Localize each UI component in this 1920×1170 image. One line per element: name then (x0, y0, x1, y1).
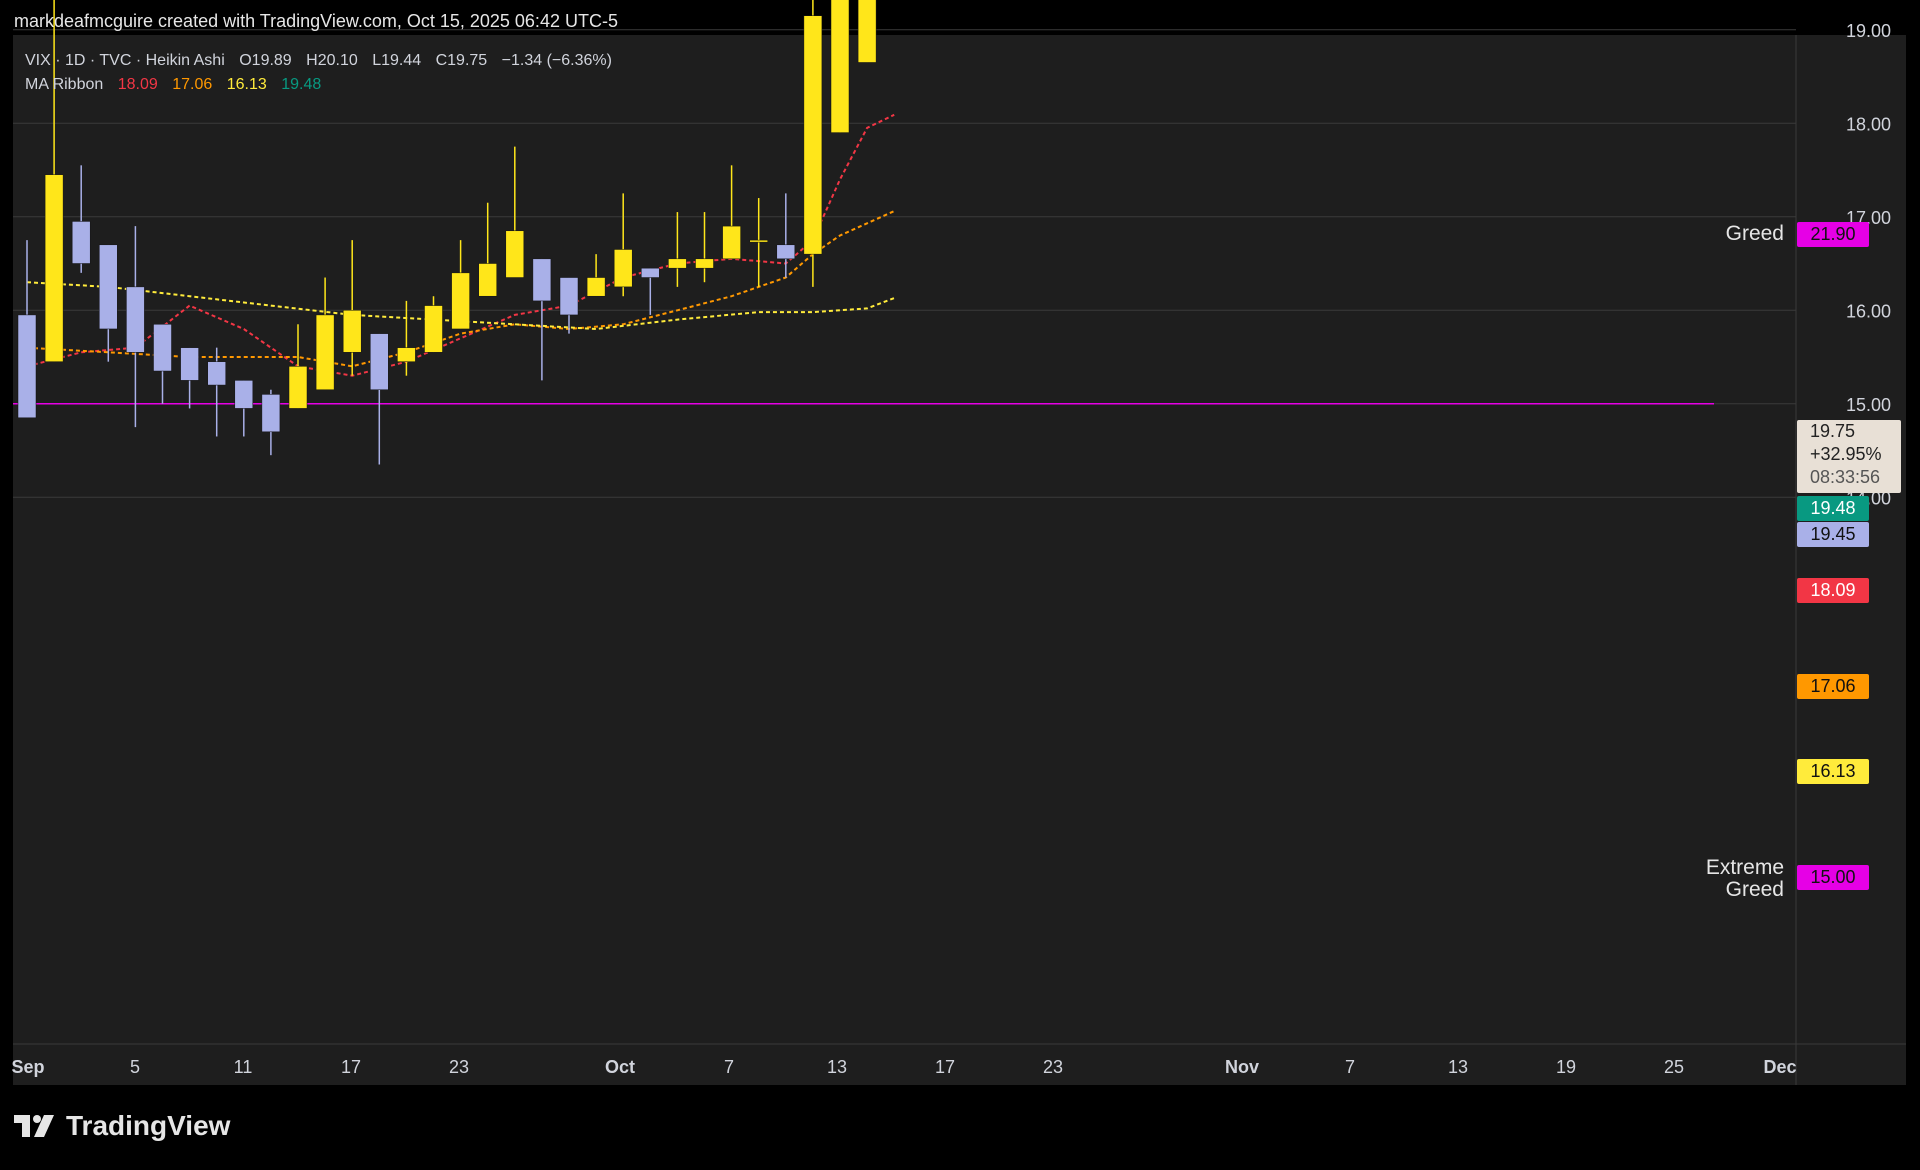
price-tick-label: 18.00 (1846, 114, 1891, 134)
open-value: O19.89 (239, 52, 292, 69)
ma3-value: 16.13 (226, 76, 267, 93)
candle-body (776, 244, 796, 260)
candle-body (397, 347, 416, 362)
time-axis[interactable]: Sep 5 11 17 23 Oct 7 13 17 23 Nov 7 13 19 25 Dec (11, 1057, 1796, 1077)
time-tick-label: 11 (234, 1057, 253, 1077)
price-tick-label: 15.00 (1846, 395, 1891, 415)
ma1-value: 18.09 (117, 76, 158, 93)
symbol-legend-row[interactable]: VIX · 1D · TVC · Heikin Ashi O19.89 H20.… (25, 49, 612, 73)
candle-body (153, 324, 172, 372)
extreme-greed-label-line2: Greed (1725, 878, 1784, 901)
ma-line-3 (26, 281, 895, 331)
candle-body (478, 263, 497, 297)
time-tick-label: 19 (1556, 1057, 1576, 1077)
greed-zone-label: Greed (1725, 222, 1784, 245)
candle-body (370, 333, 389, 390)
tradingview-logo[interactable]: TradingView (14, 1110, 230, 1142)
ma4-price-tag: 19.48 (1797, 496, 1869, 521)
tradingview-logo-text: TradingView (66, 1110, 231, 1141)
tradingview-logo-icon (14, 1115, 54, 1137)
extreme-greed-label-line1: Extreme (1705, 856, 1784, 879)
time-tick-label: Dec (1763, 1057, 1796, 1077)
change-value: −1.34 (−6.36%) (501, 52, 612, 69)
chart-legend[interactable]: VIX · 1D · TVC · Heikin Ashi O19.89 H20.… (25, 49, 612, 97)
candle-body (71, 221, 91, 264)
time-tick-label: 17 (341, 1057, 361, 1077)
high-value: H20.10 (306, 52, 358, 69)
greed-price-tag: 21.90 (1797, 222, 1869, 247)
ma4-value: 19.48 (281, 76, 322, 93)
current-change: +32.95% (1810, 444, 1882, 464)
candle-body (342, 310, 362, 353)
ma-ribbon-name: MA Ribbon (25, 76, 104, 93)
candle-body (695, 258, 714, 269)
last-ha-price-tag: 19.45 (1797, 522, 1869, 547)
time-tick-label: Oct (605, 1057, 635, 1077)
time-tick-label: 13 (827, 1057, 847, 1077)
current-price: 19.75 (1810, 421, 1856, 441)
time-tick-label: 17 (935, 1057, 955, 1077)
time-tick-label: 5 (130, 1057, 140, 1077)
candle-body (586, 277, 606, 297)
candle-body (451, 272, 470, 330)
ma-legend-row[interactable]: MA Ribbon 18.09 17.06 16.13 19.48 (25, 73, 612, 97)
price-tick-label: 19.00 (1846, 21, 1891, 41)
time-tick-label: Nov (1225, 1057, 1259, 1077)
close-value: C19.75 (435, 52, 488, 69)
candle-body (559, 277, 579, 316)
candle-body (803, 15, 823, 255)
low-value: L19.44 (372, 52, 422, 69)
time-tick-label: 23 (1043, 1057, 1063, 1077)
candle-body (126, 286, 145, 353)
chart-background (13, 35, 1906, 1085)
ma2-value: 17.06 (172, 76, 213, 93)
time-tick-label: 7 (1345, 1057, 1355, 1077)
price-tick-label: 16.00 (1846, 301, 1891, 321)
candle-body (207, 361, 226, 386)
candle-body (749, 239, 768, 243)
candle-body (857, 0, 877, 63)
price-axis[interactable]: 24.0023.0022.0021.0020.0019.0018.0017.00… (1846, 0, 1891, 509)
symbol-info: VIX · 1D · TVC · Heikin Ashi (25, 52, 225, 69)
time-tick-label: Sep (11, 1057, 44, 1077)
candle-body (668, 258, 687, 269)
time-tick-label: 23 (449, 1057, 469, 1077)
current-price-tag: 19.75 +32.95% 08:33:56 (1797, 420, 1901, 493)
ma2-price-tag: 17.06 (1797, 674, 1869, 699)
bar-countdown: 08:33:56 (1810, 467, 1881, 487)
candle-body (180, 347, 199, 381)
attribution-text: markdeafmcguire created with TradingView… (14, 11, 618, 31)
candle-body (261, 394, 281, 433)
candle-body (17, 314, 37, 419)
time-tick-label: 25 (1664, 1057, 1684, 1077)
candle-body (44, 174, 64, 362)
candle-body (315, 314, 335, 390)
candle-body (641, 267, 660, 278)
candle-body (234, 380, 254, 409)
candle-body (722, 225, 741, 260)
time-tick-label: 13 (1448, 1057, 1468, 1077)
candles (17, 0, 877, 465)
candle-body (532, 258, 552, 302)
candle-body (613, 249, 633, 288)
candle-body (99, 244, 118, 330)
time-tick-label: 7 (724, 1057, 734, 1077)
candle-body (288, 366, 308, 409)
candle-body (830, 0, 850, 133)
candle-body (505, 230, 525, 278)
candle-body (424, 305, 443, 353)
extreme-greed-price-tag: 15.00 (1797, 865, 1869, 890)
ma3-price-tag: 16.13 (1797, 759, 1869, 784)
ma1-price-tag: 18.09 (1797, 578, 1869, 603)
